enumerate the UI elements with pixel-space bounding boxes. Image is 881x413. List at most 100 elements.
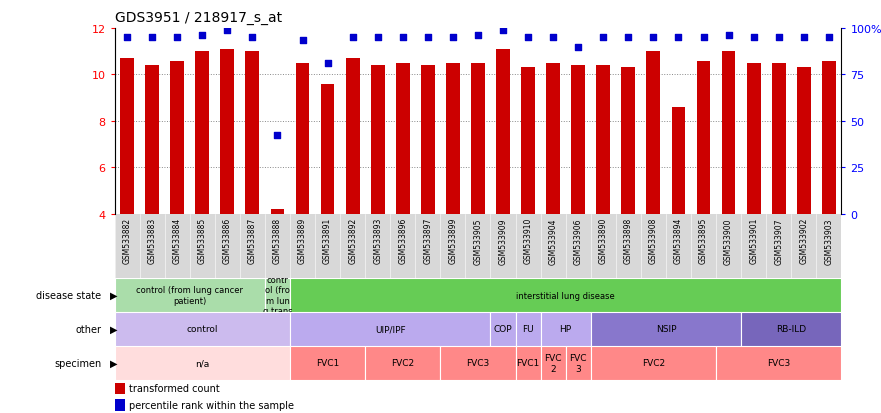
Point <box>671 35 685 41</box>
Text: GDS3951 / 218917_s_at: GDS3951 / 218917_s_at <box>115 11 282 25</box>
Point <box>621 35 635 41</box>
Bar <box>290 312 491 346</box>
Bar <box>647 52 660 214</box>
Point <box>772 35 786 41</box>
Bar <box>716 346 841 380</box>
Bar <box>546 64 560 214</box>
Text: GSM533895: GSM533895 <box>699 218 708 264</box>
Text: ▶: ▶ <box>110 290 118 300</box>
Point <box>170 35 184 41</box>
Bar <box>115 346 290 380</box>
Text: GSM533882: GSM533882 <box>122 218 131 263</box>
Text: GSM533902: GSM533902 <box>799 218 808 264</box>
Bar <box>697 62 710 214</box>
Point <box>470 33 485 39</box>
Text: n/a: n/a <box>195 358 210 368</box>
Text: GSM533908: GSM533908 <box>649 218 658 264</box>
Text: HP: HP <box>559 325 572 334</box>
Point <box>596 35 611 41</box>
Text: GSM533892: GSM533892 <box>348 218 357 263</box>
Bar <box>571 66 585 214</box>
Text: GSM533896: GSM533896 <box>398 218 407 264</box>
Bar <box>115 312 290 346</box>
Bar <box>421 66 434 214</box>
Text: COP: COP <box>493 325 513 334</box>
Bar <box>115 278 265 312</box>
Point <box>371 35 385 41</box>
Text: GSM533890: GSM533890 <box>599 218 608 264</box>
Text: percentile rank within the sample: percentile rank within the sample <box>129 400 293 410</box>
Bar <box>290 278 841 312</box>
Bar <box>566 346 591 380</box>
Text: control (from lung cancer
patient): control (from lung cancer patient) <box>137 286 243 305</box>
Text: FVC
3: FVC 3 <box>569 354 587 373</box>
Text: GSM533901: GSM533901 <box>749 218 759 264</box>
Bar <box>145 66 159 214</box>
Bar <box>541 346 566 380</box>
Bar <box>321 85 335 214</box>
Bar <box>371 66 385 214</box>
Bar <box>822 62 836 214</box>
Bar <box>396 64 410 214</box>
Bar <box>196 52 209 214</box>
Point <box>571 44 585 51</box>
Text: GSM533888: GSM533888 <box>273 218 282 263</box>
Text: GSM533907: GSM533907 <box>774 218 783 264</box>
Bar <box>265 278 290 312</box>
Point <box>446 35 460 41</box>
Bar <box>246 52 259 214</box>
Bar <box>591 312 741 346</box>
Text: GSM533886: GSM533886 <box>223 218 232 263</box>
Text: FVC2: FVC2 <box>642 358 665 368</box>
Point <box>321 60 335 67</box>
Text: FVC1: FVC1 <box>316 358 339 368</box>
Bar <box>671 108 685 214</box>
Point <box>546 35 560 41</box>
Text: GSM533909: GSM533909 <box>499 218 507 264</box>
Text: ▶: ▶ <box>110 324 118 334</box>
Text: RB-ILD: RB-ILD <box>776 325 806 334</box>
Text: GSM533894: GSM533894 <box>674 218 683 264</box>
Bar <box>596 66 611 214</box>
Text: FVC2: FVC2 <box>391 358 414 368</box>
Bar <box>290 346 365 380</box>
Text: transformed count: transformed count <box>129 384 219 394</box>
Text: GSM533900: GSM533900 <box>724 218 733 264</box>
Point <box>270 132 285 139</box>
Bar <box>621 68 635 214</box>
Bar <box>345 59 359 214</box>
Text: FU: FU <box>522 325 534 334</box>
Bar <box>440 346 515 380</box>
Bar <box>446 64 460 214</box>
Text: FVC
2: FVC 2 <box>544 354 562 373</box>
Point <box>145 35 159 41</box>
Bar <box>515 312 541 346</box>
Bar <box>522 68 535 214</box>
Bar <box>365 346 440 380</box>
Text: FVC3: FVC3 <box>466 358 490 368</box>
Text: other: other <box>75 324 101 334</box>
Text: UIP/IPF: UIP/IPF <box>375 325 405 334</box>
Bar <box>772 64 786 214</box>
Text: GSM533889: GSM533889 <box>298 218 307 263</box>
Bar <box>296 64 309 214</box>
Text: GSM533893: GSM533893 <box>374 218 382 264</box>
Point <box>647 35 661 41</box>
Point <box>521 35 535 41</box>
Bar <box>741 312 841 346</box>
Point <box>345 35 359 41</box>
Bar <box>515 346 541 380</box>
Text: GSM533899: GSM533899 <box>448 218 457 264</box>
Point <box>295 37 309 44</box>
Text: GSM533884: GSM533884 <box>173 218 181 263</box>
Point <box>496 28 510 35</box>
Text: GSM533903: GSM533903 <box>825 218 833 264</box>
Bar <box>797 68 811 214</box>
Text: interstitial lung disease: interstitial lung disease <box>516 291 615 300</box>
Text: ▶: ▶ <box>110 358 118 368</box>
Text: NSIP: NSIP <box>655 325 676 334</box>
Bar <box>722 52 736 214</box>
Point <box>245 35 259 41</box>
Bar <box>120 59 134 214</box>
Point <box>746 35 760 41</box>
